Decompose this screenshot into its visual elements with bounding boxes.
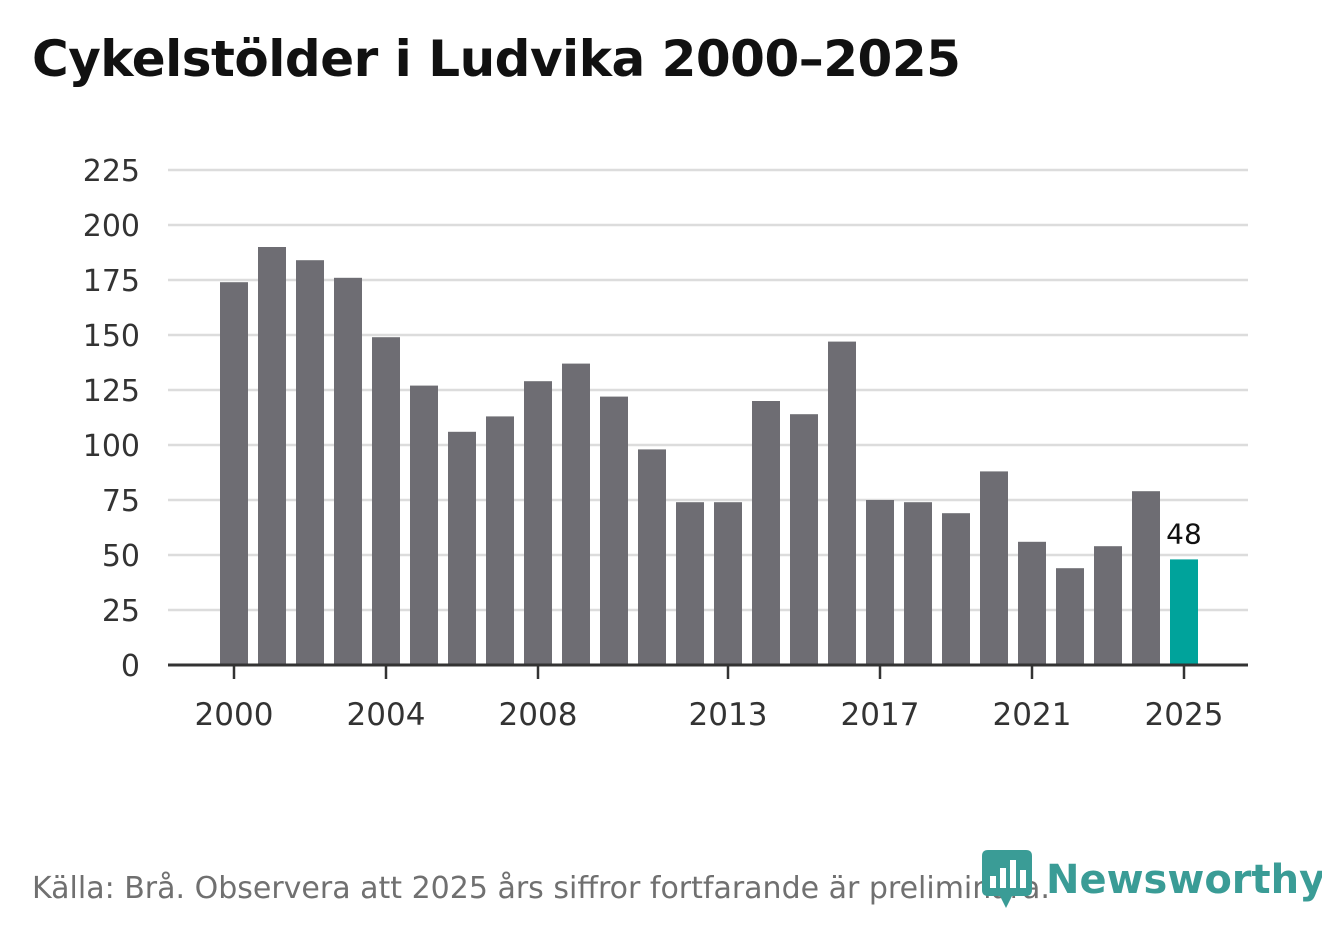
y-tick-label: 75 (102, 484, 140, 519)
bar-2021 (1018, 541, 1046, 665)
bar-2008 (524, 381, 552, 665)
y-tick-label: 150 (83, 319, 140, 354)
bar-2018 (904, 502, 932, 665)
brand-name: Newsworthy (1046, 857, 1322, 903)
bar-2017 (866, 500, 894, 665)
bar-2025 (1170, 559, 1198, 665)
bar-2020 (980, 471, 1008, 665)
bar-2007 (486, 416, 514, 665)
x-tick-label: 2013 (689, 697, 768, 733)
newsworthy-logo: Newsworthy (982, 850, 1322, 910)
bar-2009 (562, 363, 590, 665)
bar-2016 (828, 341, 856, 665)
bar-2000 (220, 282, 248, 665)
chart-title: Cykelstölder i Ludvika 2000–2025 (32, 30, 961, 88)
y-tick-label: 25 (102, 594, 140, 629)
bar-2012 (676, 502, 704, 665)
x-tick-label: 2021 (993, 697, 1072, 733)
bars (220, 247, 1198, 665)
bar-2005 (410, 385, 438, 665)
gridlines (168, 168, 1248, 612)
y-tick-label: 225 (83, 154, 140, 189)
bar-2004 (372, 337, 400, 665)
data-labels: 48 (1166, 517, 1202, 550)
bar-2014 (752, 401, 780, 665)
y-tick-label: 200 (83, 209, 140, 244)
bar-value-label: 48 (1166, 517, 1202, 550)
bar-2022 (1056, 568, 1084, 665)
bar-2024 (1132, 491, 1160, 665)
bar-2003 (334, 277, 362, 665)
source-note: Källa: Brå. Observera att 2025 års siffr… (32, 871, 1050, 906)
bar-2002 (296, 260, 324, 665)
bar-2023 (1094, 546, 1122, 665)
x-tick-label: 2017 (841, 697, 920, 733)
y-tick-label: 125 (83, 374, 140, 409)
bar-2006 (448, 431, 476, 665)
bar-2010 (600, 396, 628, 665)
y-tick-label: 100 (83, 429, 140, 464)
y-tick-label: 0 (121, 649, 140, 684)
y-axis-ticks: 0 25 50 75 100 125 150 175 200 225 (83, 154, 140, 684)
bar-2019 (942, 513, 970, 665)
bar-2011 (638, 449, 666, 665)
x-tick-label: 2025 (1145, 697, 1224, 733)
x-axis: 2000 2004 2008 2013 2017 2021 2025 (168, 663, 1248, 733)
bar-chart-logo-icon (982, 850, 1032, 908)
bar-2015 (790, 414, 818, 665)
x-tick-label: 2008 (499, 697, 578, 733)
bar-2013 (714, 502, 742, 665)
x-tick-label: 2004 (347, 697, 426, 733)
y-tick-label: 175 (83, 264, 140, 299)
x-tick-label: 2000 (195, 697, 274, 733)
y-tick-label: 50 (102, 539, 140, 574)
bar-2001 (258, 247, 286, 665)
